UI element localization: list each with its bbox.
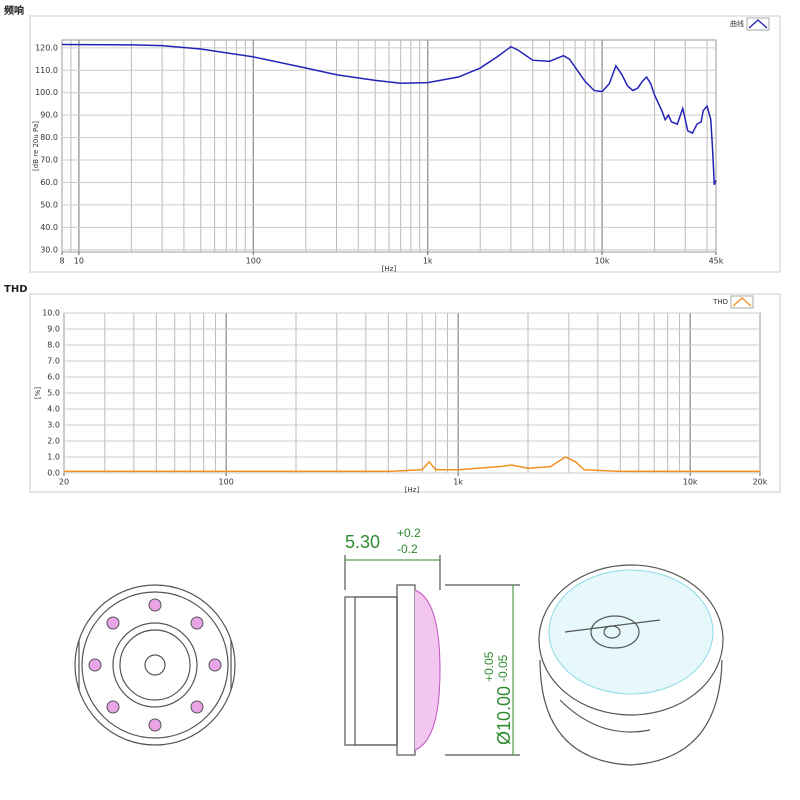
y-tick-label: 1.0 [47,453,60,462]
x-tick-label: 8 [59,257,64,266]
tolerance: -0.05 [496,654,510,682]
y-tick-label: 5.0 [47,389,60,398]
y-tick-label: 7.0 [47,357,60,366]
legend-swatch [746,17,770,31]
y-tick-label: 110.0 [35,66,58,75]
y-tick-label: 9.0 [47,325,60,334]
y-tick-label: 6.0 [47,373,60,382]
y-tick-label: 2.0 [47,437,60,446]
x-axis-label: [Hz] [382,265,397,273]
x-tick-label: 100 [219,478,234,487]
y-axis-label: [%] [34,387,42,399]
x-tick-label: 1k [423,257,433,266]
y-tick-label: 30.0 [40,245,58,254]
iso-view [538,564,724,766]
tolerance: +0.05 [482,651,496,682]
side-view [344,555,520,756]
tolerance: -0.2 [397,542,418,556]
y-tick-label: 80.0 [40,133,58,142]
y-axis-label: [dB re 20u Pa] [32,121,40,171]
y-tick-label: 70.0 [40,156,58,165]
chart-title: THD [4,284,28,295]
tolerance: +0.2 [397,526,421,540]
y-tick-label: 10.0 [42,309,60,318]
y-tick-label: 50.0 [40,200,58,209]
x-axis-label: [Hz] [405,486,420,494]
y-tick-label: 0.0 [47,469,60,478]
front-view [74,584,236,746]
dimension: 5.30 [345,532,380,552]
x-tick-label: 20 [59,478,69,487]
chart-title: 频响 [4,4,24,17]
legend-label: THD [712,298,728,306]
x-tick-label: 1k [453,478,463,487]
line-series [61,43,717,185]
x-tick-label: 20k [753,478,768,487]
x-tick-label: 10k [595,257,610,266]
y-tick-label: 90.0 [40,111,58,120]
dimension: Ø10.00 [494,686,514,745]
y-tick-label: 8.0 [47,341,60,350]
legend-swatch [730,295,754,309]
legend-line [732,297,752,307]
y-tick-label: 40.0 [40,223,58,232]
y-tick-label: 3.0 [47,421,60,430]
x-tick-label: 45k [709,257,724,266]
x-tick-label: 10k [683,478,698,487]
x-tick-label: 100 [246,257,261,266]
legend-line [748,19,768,29]
x-tick-label: 10 [74,257,84,266]
y-tick-label: 4.0 [47,405,60,414]
y-tick-label: 100.0 [35,88,58,97]
y-tick-label: 60.0 [40,178,58,187]
legend-label: 曲线 [730,19,744,28]
y-tick-label: 120.0 [35,43,58,52]
line-series [64,456,760,473]
